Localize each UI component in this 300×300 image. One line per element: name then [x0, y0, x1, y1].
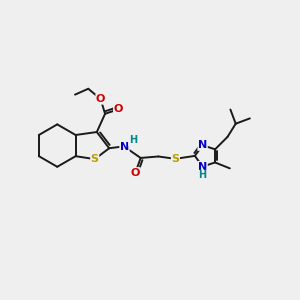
Text: H: H [198, 170, 206, 180]
Text: N: N [198, 161, 207, 172]
Text: N: N [120, 142, 129, 152]
Text: S: S [91, 154, 99, 164]
Text: S: S [171, 154, 179, 164]
Text: H: H [129, 135, 137, 145]
Text: N: N [198, 140, 207, 150]
Text: O: O [131, 168, 140, 178]
Text: O: O [96, 94, 105, 104]
Text: O: O [114, 104, 123, 114]
